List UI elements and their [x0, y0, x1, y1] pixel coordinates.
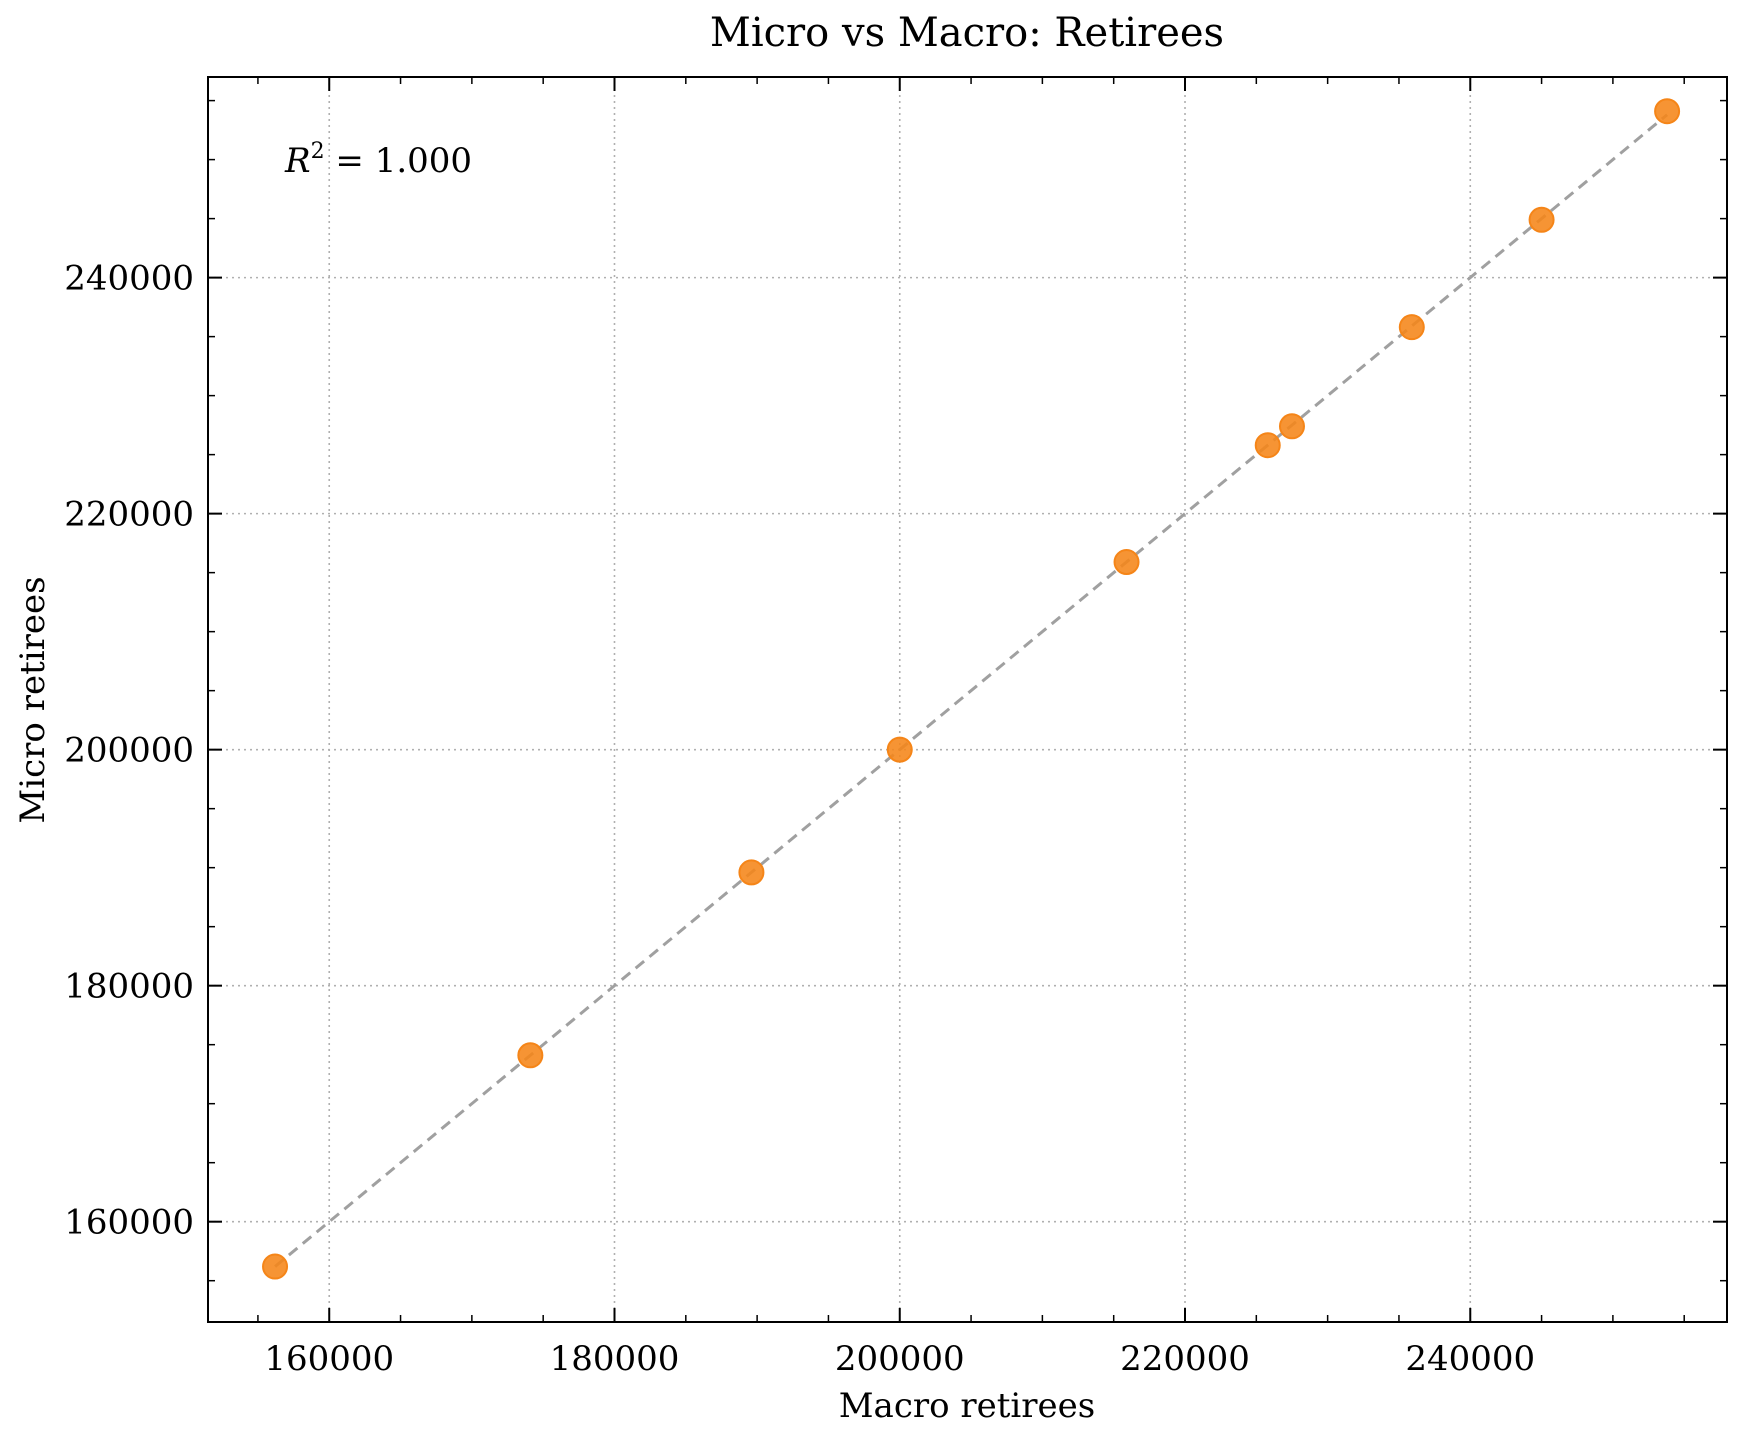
chart-title: Micro vs Macro: Retirees: [710, 10, 1224, 56]
x-axis-label: Macro retirees: [839, 1386, 1096, 1426]
y-tick-label: 200000: [64, 731, 194, 771]
y-axis-label: Micro retirees: [13, 576, 53, 823]
y-tick-label: 160000: [64, 1203, 194, 1243]
x-tick-label: 240000: [1405, 1339, 1535, 1379]
y-tick-label: 180000: [64, 967, 194, 1007]
data-point: [517, 1042, 544, 1069]
r-squared-symbol: R: [284, 141, 311, 181]
data-point: [1254, 432, 1281, 459]
data-point: [886, 736, 913, 763]
plot-frame: [207, 76, 1728, 1323]
data-point: [1398, 314, 1425, 341]
x-tick-label: 220000: [1120, 1339, 1250, 1379]
data-point: [1278, 413, 1305, 440]
data-point: [738, 859, 765, 886]
y-tick-label: 240000: [64, 259, 194, 299]
points-layer: [262, 98, 1681, 1280]
data-point: [1528, 206, 1555, 233]
data-point: [1654, 98, 1681, 125]
y-tick-label: 220000: [64, 495, 194, 535]
r-squared-exponent: 2: [311, 139, 325, 164]
x-tick-label: 200000: [835, 1339, 965, 1379]
grid-layer: [208, 77, 1727, 1322]
fit-line: [274, 113, 1669, 1268]
axes-layer: 160000 180000 200000 220000 240000 160000 1800…: [64, 76, 1728, 1379]
x-tick-label: 180000: [550, 1339, 680, 1379]
data-point: [1113, 549, 1140, 576]
x-tick-label: 160000: [264, 1339, 394, 1379]
r-squared-annotation: R2 = 1.000: [284, 139, 472, 181]
data-point: [262, 1253, 289, 1280]
fit-line-layer: [274, 113, 1669, 1268]
r-squared-value: = 1.000: [325, 141, 472, 181]
